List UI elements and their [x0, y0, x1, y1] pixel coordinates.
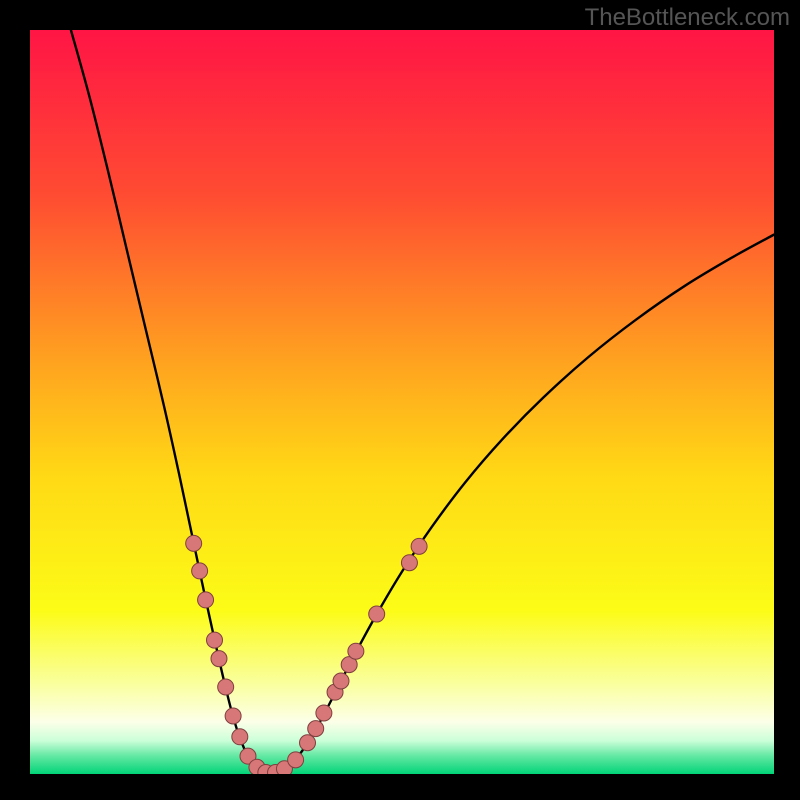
gradient-background [30, 30, 774, 774]
watermark-text: TheBottleneck.com [585, 4, 790, 32]
data-marker [198, 592, 214, 608]
chart-stage: TheBottleneck.com [0, 0, 800, 800]
data-marker [211, 651, 227, 667]
data-marker [225, 708, 241, 724]
data-marker [369, 606, 385, 622]
data-marker [411, 538, 427, 554]
data-marker [232, 729, 248, 745]
data-marker [186, 535, 202, 551]
data-marker [401, 555, 417, 571]
data-marker [348, 643, 364, 659]
plot-area [30, 30, 774, 774]
data-marker [300, 735, 316, 751]
data-marker [218, 679, 234, 695]
data-marker [192, 563, 208, 579]
data-marker [207, 632, 223, 648]
data-marker [333, 673, 349, 689]
data-marker [316, 705, 332, 721]
chart-svg [30, 30, 774, 774]
data-marker [308, 721, 324, 737]
data-marker [288, 752, 304, 768]
